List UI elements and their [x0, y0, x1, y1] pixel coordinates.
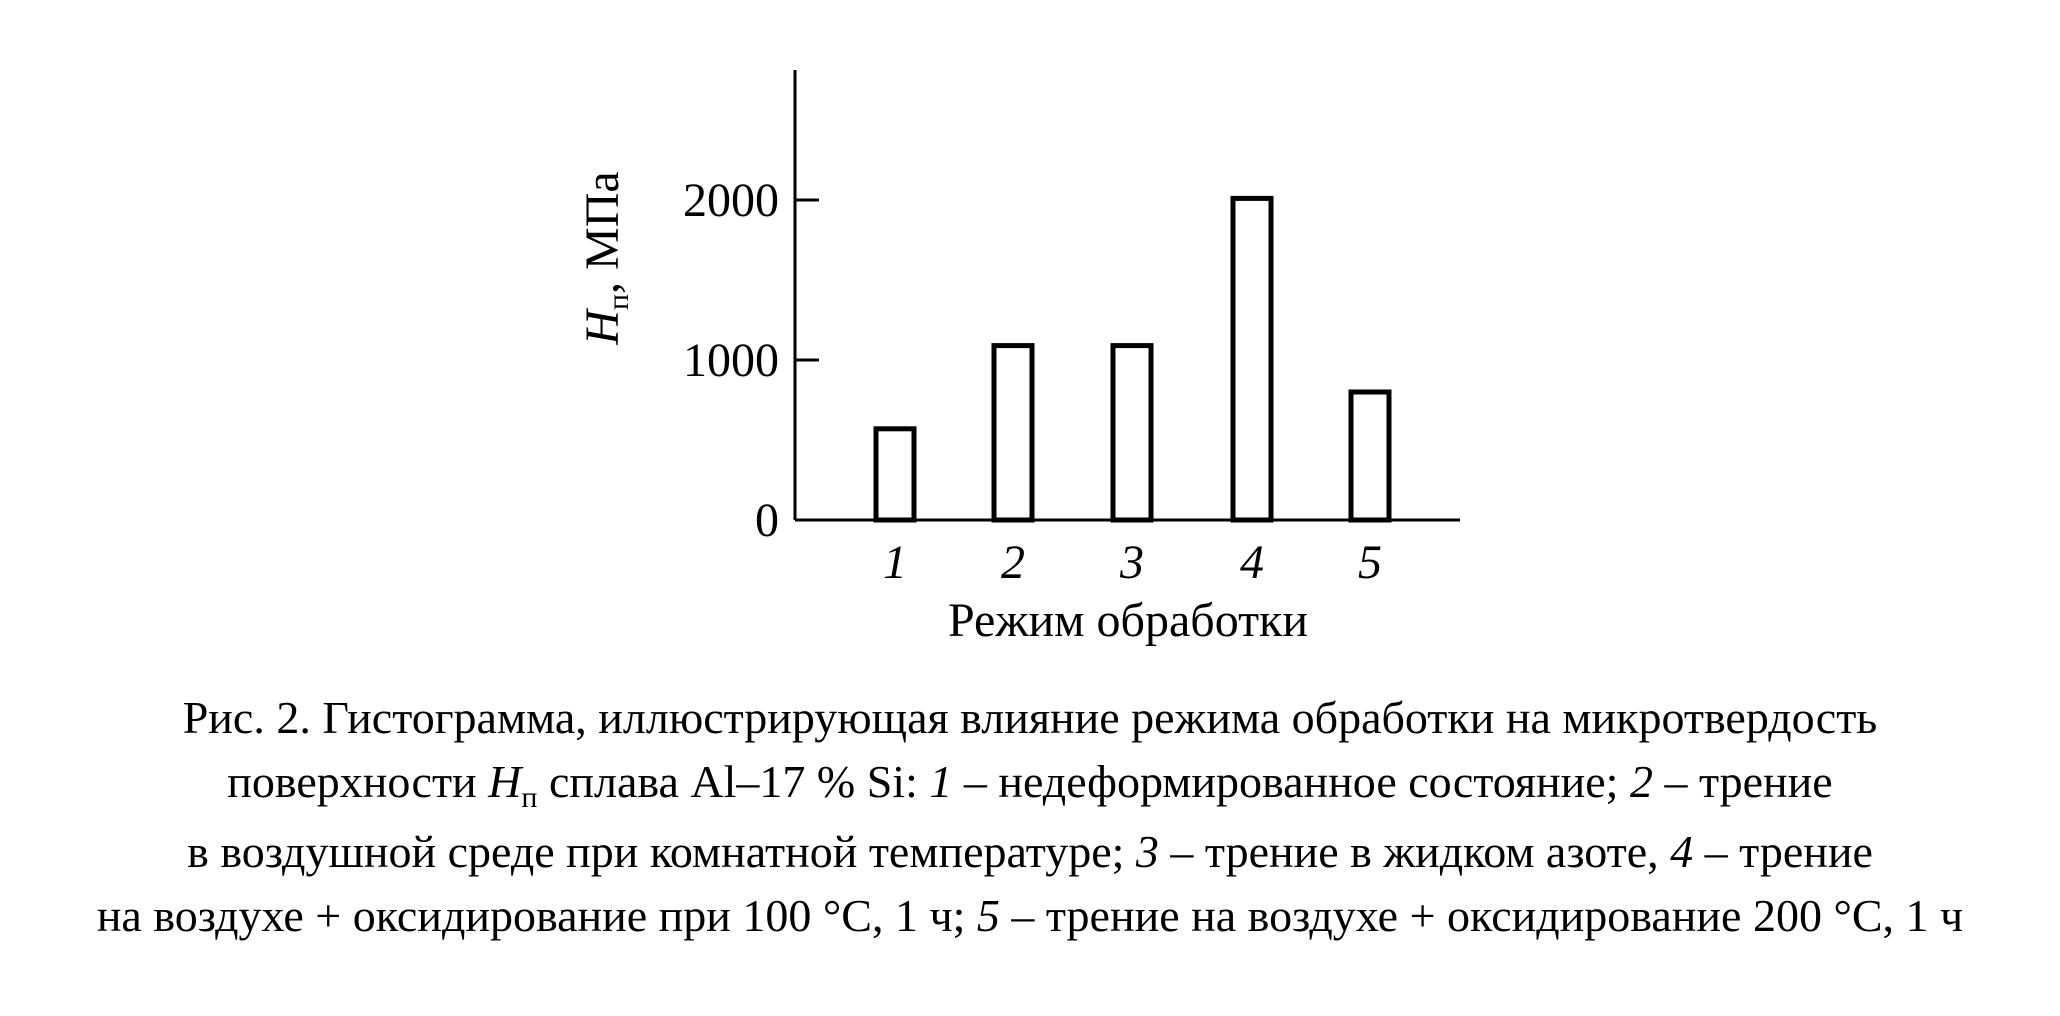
- y-tick-label: 0: [755, 494, 779, 547]
- bar-mode-1: [873, 426, 917, 523]
- bars: [873, 195, 1392, 523]
- y-ticks: 0 1000 2000: [683, 174, 819, 547]
- bar-mode-2: [991, 343, 1035, 523]
- caption-text: – трение: [1704, 825, 1873, 877]
- bar-mode-4: [1230, 195, 1274, 523]
- caption-line-4: на воздухе + оксидирование при 100 °С, 1…: [40, 884, 2020, 948]
- caption-line-1: Рис. 2. Гистограмма, иллюстрирующая влия…: [182, 692, 1878, 743]
- y-tick-label: 1000: [683, 334, 779, 387]
- bar-chart: 0 1000 2000 1 2 3 4 5 Hп, МПа Режим обработки: [576, 70, 1460, 647]
- x-tick-label: 4: [1240, 536, 1264, 589]
- caption-line-3: в воздушной среде при комнатной температ…: [40, 820, 2020, 884]
- x-tick-label: 2: [1001, 536, 1025, 589]
- x-tick-label: 1: [883, 536, 907, 589]
- caption-line-2: поверхности Hп сплава Al–17 % Si: 1 – не…: [40, 750, 2020, 819]
- caption-text: – трение: [1664, 756, 1833, 808]
- caption-mode-number: 5: [976, 889, 1000, 941]
- bar-mode-5: [1348, 389, 1392, 523]
- caption-text: на воздухе + оксидирование при 100 °С, 1…: [96, 889, 966, 941]
- y-axis-label: Hп, МПа: [576, 171, 635, 345]
- y-tick-label: 2000: [683, 174, 779, 227]
- caption-mode-number: 3: [1135, 825, 1159, 877]
- caption-subscript: п: [521, 781, 538, 815]
- caption-text: сплава Al–17 % Si:: [548, 756, 918, 808]
- caption-mode-number: 4: [1670, 825, 1694, 877]
- figure-caption: Рис. 2. Гистограмма, иллюстрирующая влия…: [40, 686, 2020, 948]
- caption-text: – недеформированное состояние;: [963, 756, 1619, 808]
- bar-mode-3: [1110, 343, 1154, 523]
- x-tick-label: 3: [1119, 536, 1144, 589]
- caption-symbol: H: [488, 756, 522, 808]
- caption-mode-number: 2: [1629, 756, 1653, 808]
- x-axis-label: Режим обработки: [948, 594, 1308, 647]
- caption-text: – трение на воздухе + оксидирование 200 …: [1011, 889, 1964, 941]
- caption-text: в воздушной среде при комнатной температ…: [187, 825, 1125, 877]
- x-tick-label: 5: [1358, 536, 1382, 589]
- caption-text: поверхности: [227, 756, 477, 808]
- caption-text: – трение в жидком азоте,: [1170, 825, 1659, 877]
- caption-mode-number: 1: [929, 756, 953, 808]
- x-tick-labels: 1 2 3 4 5: [883, 536, 1382, 589]
